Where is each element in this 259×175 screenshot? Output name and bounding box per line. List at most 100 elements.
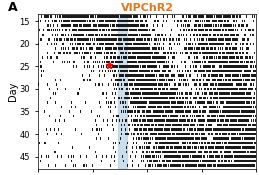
Bar xyxy=(126,29,127,32)
Bar xyxy=(123,25,124,27)
Bar xyxy=(166,83,167,86)
Bar xyxy=(242,146,243,149)
Bar xyxy=(248,164,249,167)
Bar xyxy=(211,124,212,126)
Bar xyxy=(182,110,183,113)
Bar xyxy=(129,15,130,18)
Bar xyxy=(148,142,149,144)
Bar xyxy=(152,61,153,63)
Bar xyxy=(105,34,106,36)
Bar xyxy=(100,38,101,41)
Bar xyxy=(245,88,246,90)
Bar xyxy=(228,74,229,77)
Bar xyxy=(234,79,235,81)
Bar xyxy=(250,160,251,162)
Bar xyxy=(249,142,250,144)
Bar xyxy=(144,43,145,45)
Bar xyxy=(97,34,98,36)
Bar xyxy=(196,164,197,167)
Bar xyxy=(221,101,222,104)
Bar xyxy=(255,155,256,158)
Bar xyxy=(183,124,184,126)
Bar xyxy=(213,38,214,41)
Bar xyxy=(127,25,128,27)
Bar xyxy=(132,34,133,36)
Bar xyxy=(141,79,142,81)
Bar xyxy=(89,20,90,22)
Bar xyxy=(177,133,178,135)
Bar xyxy=(155,133,156,135)
Bar xyxy=(234,97,235,99)
Bar xyxy=(240,106,241,108)
Bar xyxy=(210,38,211,41)
Bar xyxy=(118,61,119,63)
Bar xyxy=(160,97,161,99)
Bar xyxy=(184,20,185,22)
Bar xyxy=(213,25,214,27)
Bar xyxy=(211,133,212,135)
Bar xyxy=(125,52,126,54)
Bar xyxy=(162,25,163,27)
Bar xyxy=(150,56,151,59)
Bar xyxy=(86,47,87,50)
Bar xyxy=(161,146,162,149)
Bar xyxy=(240,101,241,104)
Bar xyxy=(234,97,235,99)
Bar xyxy=(162,83,163,86)
Bar xyxy=(135,29,136,32)
Bar xyxy=(69,52,70,54)
Bar xyxy=(112,61,113,63)
Bar xyxy=(253,119,254,122)
Bar xyxy=(217,74,218,77)
Bar xyxy=(234,128,235,131)
Bar xyxy=(239,146,240,149)
Bar xyxy=(245,124,246,126)
Bar xyxy=(148,110,149,113)
Bar xyxy=(183,146,184,149)
Bar xyxy=(188,119,189,122)
Bar xyxy=(164,88,165,90)
Bar xyxy=(98,15,99,18)
Bar xyxy=(149,128,150,131)
Bar xyxy=(233,65,234,68)
Bar xyxy=(123,65,124,68)
Bar xyxy=(64,38,65,41)
Bar xyxy=(232,119,233,122)
Bar xyxy=(119,47,120,50)
Bar xyxy=(231,119,232,122)
Bar xyxy=(212,15,213,18)
Bar xyxy=(192,146,193,149)
Bar xyxy=(145,52,146,54)
Bar xyxy=(219,164,220,167)
Bar xyxy=(102,34,103,36)
Bar xyxy=(128,15,129,18)
Bar xyxy=(230,88,231,90)
Bar xyxy=(112,119,113,122)
Bar xyxy=(138,164,139,167)
Bar xyxy=(119,47,120,50)
Bar xyxy=(182,101,183,104)
Bar xyxy=(121,47,122,50)
Bar xyxy=(209,101,210,104)
Bar xyxy=(119,43,120,45)
Bar xyxy=(243,119,244,122)
Bar xyxy=(244,92,245,95)
Bar xyxy=(242,74,243,77)
Bar xyxy=(142,25,143,27)
Bar xyxy=(77,47,78,50)
Bar xyxy=(221,88,222,90)
Bar xyxy=(240,74,241,77)
Bar xyxy=(138,101,139,104)
Bar xyxy=(183,155,184,158)
Bar xyxy=(191,88,192,90)
Bar xyxy=(158,155,159,158)
Bar xyxy=(198,164,199,167)
Bar xyxy=(242,101,243,104)
Bar xyxy=(232,97,233,99)
Bar xyxy=(225,119,226,122)
Bar xyxy=(210,70,211,72)
Bar xyxy=(145,20,146,22)
Bar xyxy=(174,83,175,86)
Bar xyxy=(80,38,81,41)
Bar xyxy=(77,20,78,22)
